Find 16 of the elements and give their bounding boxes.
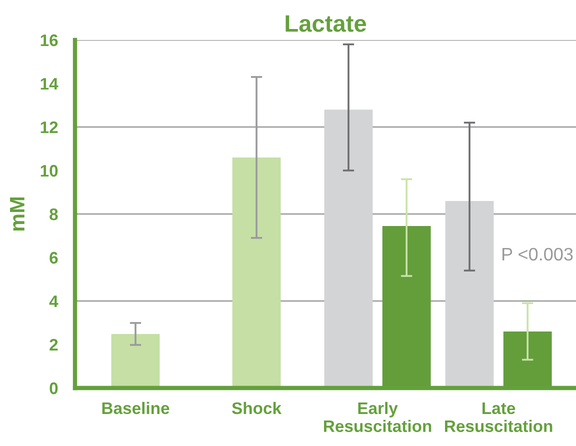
y-axis-title: mM	[10, 197, 24, 231]
y-tick-label: 0	[50, 382, 58, 394]
x-tick-label: Shock	[232, 402, 282, 414]
x-tick-label: Baseline	[102, 402, 170, 414]
annotation: P <0.003	[502, 248, 573, 261]
y-tick-label: 14	[40, 78, 58, 90]
x-tick-label: Early Resuscitation	[324, 402, 432, 432]
y-tick-label: 12	[40, 121, 58, 134]
y-tick-label: 6	[50, 252, 58, 264]
y-tick-label: 2	[50, 338, 58, 351]
y-tick-label: 8	[50, 208, 58, 220]
y-tick-label: 4	[49, 296, 58, 308]
x-tick-label: Late Resuscitation	[445, 402, 552, 432]
y-tick-label: 16	[40, 34, 58, 46]
y-tick-label: 10	[40, 164, 58, 177]
chart-title: Lactate	[286, 15, 366, 32]
